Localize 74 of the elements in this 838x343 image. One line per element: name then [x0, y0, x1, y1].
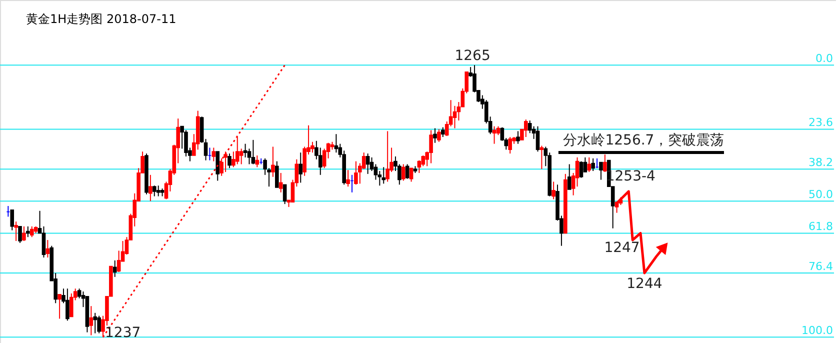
candlestick: [77, 288, 82, 299]
candlestick: [255, 154, 260, 168]
candlestick: [228, 153, 232, 169]
candlestick: [42, 226, 46, 258]
candlestick: [58, 294, 62, 320]
candlestick: [282, 184, 287, 205]
text: 黄金1H走势图 2018-07-11: [26, 12, 176, 26]
candlestick: [536, 126, 540, 152]
candlestick: [552, 181, 556, 200]
annotation: 1265: [454, 48, 490, 64]
candlestick: [224, 151, 228, 172]
candlestick: [382, 166, 386, 184]
candlestick: [516, 130, 520, 144]
annotation: 1247: [604, 240, 640, 256]
candlestick: [524, 119, 528, 138]
candlestick: [437, 128, 441, 142]
candlestick: [212, 147, 216, 162]
candlestick: [69, 292, 74, 318]
candlestick: [528, 120, 532, 134]
candlestick: [112, 260, 117, 278]
annotation: 23.6: [808, 116, 833, 130]
candlestick: [540, 145, 544, 170]
candlestick: [239, 148, 244, 165]
candlestick: [89, 306, 94, 336]
candlestick: [401, 164, 406, 182]
candlestick: [429, 130, 433, 164]
candlestick: [492, 126, 496, 144]
candlestick: [579, 160, 584, 178]
candlestick: [378, 170, 382, 186]
candlestick: [354, 160, 358, 186]
candlestick: [18, 226, 22, 244]
ref-line-label: 分水岭1256.7，突破震荡: [563, 132, 724, 149]
candlestick: [298, 152, 303, 184]
candlestick: [30, 226, 34, 238]
candlestick: [152, 185, 156, 197]
candlestick: [417, 160, 422, 174]
candlestick: [251, 139, 256, 165]
candlestick: [405, 164, 410, 180]
candlestick: [591, 158, 595, 172]
candlestick: [22, 226, 26, 242]
annotation: 50.0: [808, 188, 833, 202]
candlestick: [156, 185, 160, 197]
candlestick: [66, 288, 70, 322]
candlestick: [235, 136, 240, 165]
candlestick: [278, 172, 283, 193]
annotation: 1244: [626, 276, 662, 292]
candlestick: [271, 146, 275, 178]
candlestick: [46, 240, 50, 258]
candlestick: [508, 136, 512, 154]
candlestick: [441, 126, 445, 138]
candlestick: [93, 312, 98, 334]
candlestick: [10, 209, 14, 231]
annotation: 100.0: [802, 324, 833, 338]
candlestick: [97, 315, 101, 334]
candlestick: [275, 160, 279, 188]
candlestick: [334, 134, 338, 154]
candlestick: [14, 221, 18, 242]
candlestick: [148, 174, 152, 202]
annotation: 76.4: [808, 260, 833, 274]
candlestick: [433, 128, 437, 144]
candlestick: [603, 154, 607, 172]
candlestick: [26, 226, 30, 238]
candlestick: [346, 170, 350, 188]
candlestick: [567, 164, 572, 190]
annotation: 61.8: [808, 220, 833, 234]
candlestick: [386, 130, 390, 182]
candlestick: [599, 162, 603, 180]
annotation: 0.0: [816, 52, 833, 66]
annotation: 38.2: [808, 156, 833, 170]
candlestick: [216, 151, 220, 182]
candlestick: [116, 250, 121, 273]
candlestick: [587, 156, 592, 172]
candlestick: [366, 153, 370, 174]
candlestick: [409, 168, 414, 182]
